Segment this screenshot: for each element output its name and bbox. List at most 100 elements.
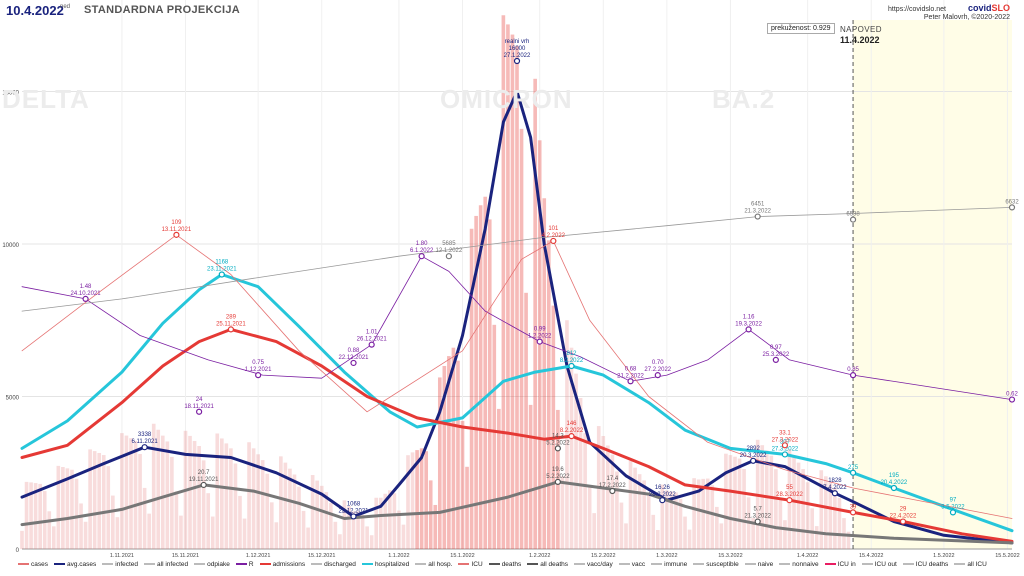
annotation-label: 27.2.2022 <box>644 367 671 373</box>
legend-swatch <box>53 563 65 566</box>
legend-label: all infected <box>157 561 189 568</box>
chart-title: STANDARDNA PROJEKCIJA <box>84 4 241 16</box>
case-bar <box>220 438 224 549</box>
legend-label: hospitalized <box>374 561 410 568</box>
annotation-label: 21.2.2022 <box>617 373 644 379</box>
annotation-label: 21.3.2022 <box>744 209 771 215</box>
legend-item[interactable]: cases <box>18 561 48 568</box>
series-line-hospitalized <box>20 273 1014 533</box>
legend-item[interactable]: vacc <box>618 561 646 568</box>
annotation-label: 0.75 <box>252 360 264 366</box>
legend-item[interactable]: all hosp. <box>415 561 452 568</box>
case-bar <box>197 446 201 549</box>
legend-label: vacc <box>631 561 646 568</box>
case-bar <box>201 460 206 549</box>
case-bar <box>696 479 701 549</box>
annotation-label: 24 <box>196 397 203 403</box>
case-bar <box>846 531 851 549</box>
legend-label: all hosp. <box>428 561 453 568</box>
legend-item[interactable]: R <box>235 561 254 568</box>
case-bar <box>301 510 306 549</box>
legend-label: vacc/day <box>587 561 613 568</box>
legend-item[interactable]: ICU deaths <box>902 561 948 568</box>
annotation-marker <box>890 484 898 492</box>
legend-item[interactable]: susceptible <box>693 561 739 568</box>
x-tick-label: 15.3.2022 <box>718 553 742 559</box>
annotation-label: 19.6 <box>552 467 564 473</box>
case-bar <box>151 423 156 549</box>
legend-label: ICU <box>471 561 483 568</box>
annotation-label: 289 <box>226 314 237 320</box>
annotation-label: 22.12.2021 <box>338 355 369 361</box>
case-bar <box>124 435 129 549</box>
legend-item[interactable]: all ICU <box>954 561 987 568</box>
case-bar <box>528 404 533 549</box>
legend-item[interactable]: all deaths <box>527 561 568 568</box>
annotation-label: 195 <box>889 473 900 479</box>
annotation-label: 0.99 <box>534 327 546 333</box>
annotation-marker <box>754 213 761 220</box>
legend-swatch <box>779 563 791 566</box>
wave-label-ba2: BA.2 <box>712 84 776 114</box>
legend-item[interactable]: nonnaive <box>779 561 819 568</box>
legend-label: all deaths <box>540 561 569 568</box>
legend-item[interactable]: infected <box>102 561 138 568</box>
annotation-marker <box>173 231 180 238</box>
legend-item[interactable]: immune <box>651 561 687 568</box>
legend-swatch <box>527 563 539 566</box>
case-bar <box>242 518 247 549</box>
legend-item[interactable]: odpiake <box>194 561 230 568</box>
annotation-label: 146 <box>566 421 577 427</box>
annotation-label: 1.01 <box>366 330 378 336</box>
annotation-marker <box>745 326 752 333</box>
case-bar <box>565 320 569 549</box>
case-bar <box>510 34 515 550</box>
annotation-label: 0.88 <box>348 348 360 354</box>
legend-item[interactable]: admissions <box>259 561 305 568</box>
case-bar <box>501 15 506 549</box>
case-bar <box>51 526 56 549</box>
annotation-label: 109 <box>171 220 182 226</box>
case-bar <box>665 490 669 549</box>
x-tick-label: 1.5.2022 <box>933 553 954 559</box>
case-bar <box>410 452 415 549</box>
case-bar <box>415 450 419 549</box>
case-bar <box>133 441 138 549</box>
legend-item[interactable]: ICU <box>458 561 483 568</box>
legend-item[interactable]: vacc/day <box>574 561 613 568</box>
site-url[interactable]: https://covidslo.net <box>888 6 946 13</box>
case-bar <box>646 492 651 549</box>
series-line-deaths <box>20 480 1014 545</box>
annotation-label: 0.97 <box>770 345 782 351</box>
case-bar <box>733 456 737 549</box>
legend-label: nonnaive <box>792 561 819 568</box>
legend-swatch <box>259 563 271 566</box>
legend-item[interactable]: avg.cases <box>53 561 96 568</box>
annotation-marker <box>781 442 789 449</box>
legend-item[interactable]: all infected <box>144 561 188 568</box>
annotation-label: 5.2.2022 <box>546 474 570 480</box>
legend-item[interactable]: discharged <box>311 561 356 568</box>
legend-item[interactable]: deaths <box>488 561 521 568</box>
legend-item[interactable]: hospitalized <box>361 561 410 568</box>
annotation-label: 16.26 <box>655 485 671 491</box>
annotation-marker <box>536 338 543 345</box>
case-bar <box>424 451 428 549</box>
legend-item[interactable]: ICU in <box>824 561 856 568</box>
legend-label: R <box>248 561 254 568</box>
case-bar <box>210 516 215 549</box>
annotation-label: 3338 <box>138 432 152 438</box>
annotation-marker <box>849 509 857 516</box>
legend-item[interactable]: ICU out <box>861 561 897 568</box>
legend-item[interactable]: naive <box>744 561 773 568</box>
case-bar <box>710 485 715 549</box>
annotation-marker <box>772 356 779 363</box>
x-tick-label: 15.4.2022 <box>859 553 883 559</box>
case-bar <box>742 468 746 549</box>
case-bar <box>360 514 365 549</box>
case-bar <box>383 493 388 549</box>
case-bar <box>751 518 755 549</box>
case-bar <box>206 493 211 549</box>
case-bar <box>483 196 488 549</box>
case-bar <box>774 469 778 549</box>
